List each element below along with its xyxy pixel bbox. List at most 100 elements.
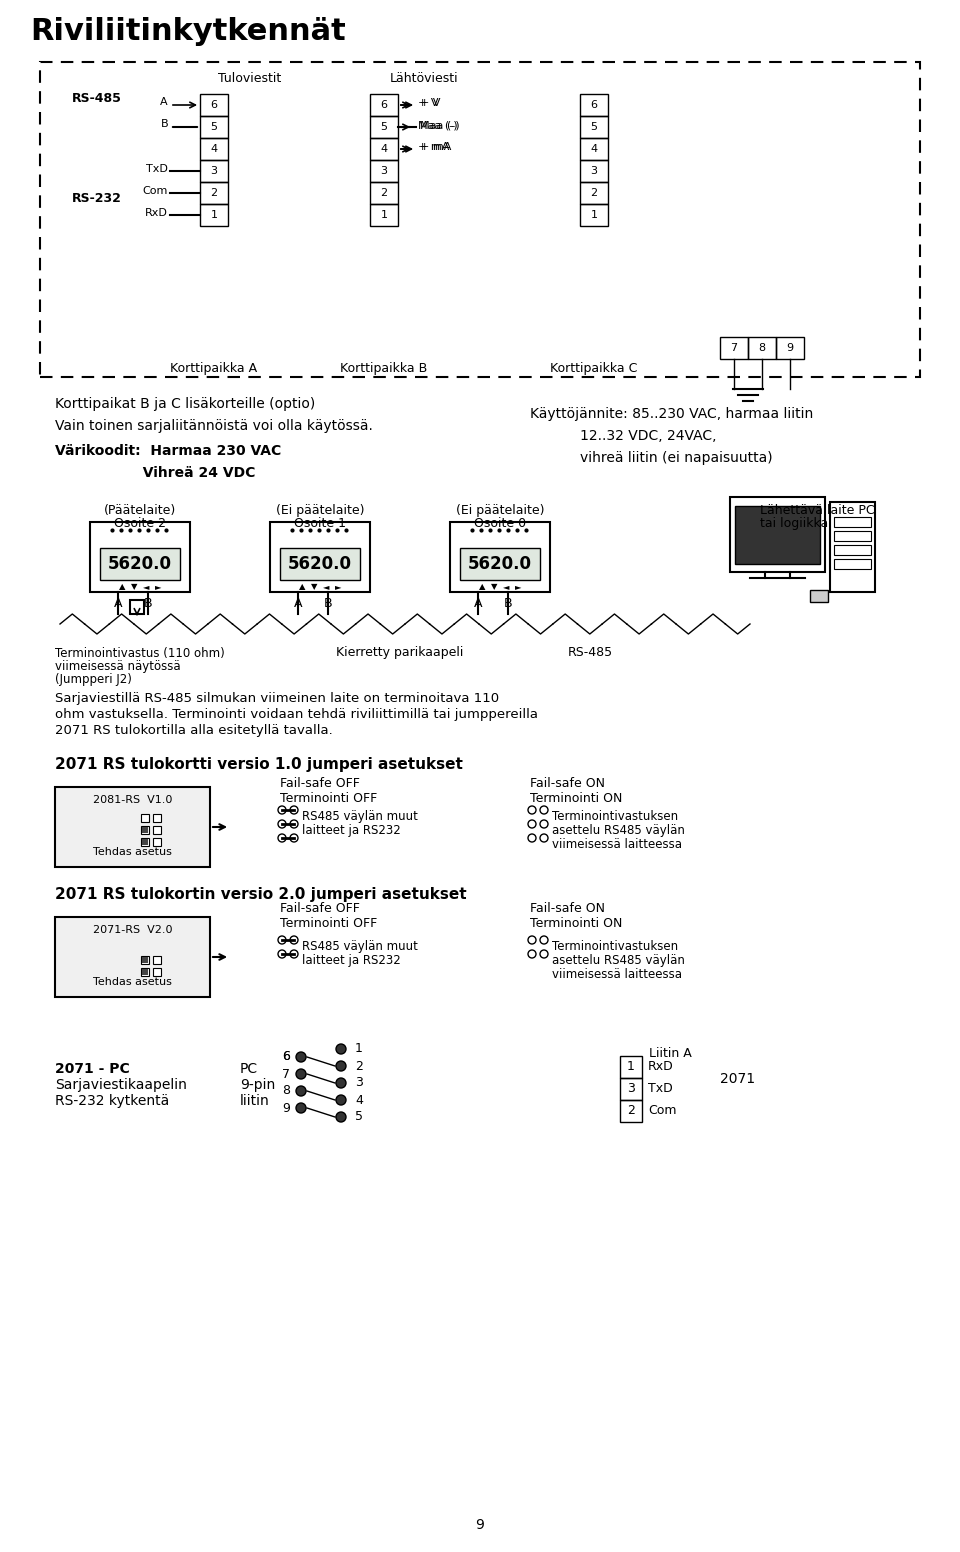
Text: 2: 2 (590, 188, 597, 199)
Circle shape (336, 1096, 346, 1105)
Text: laitteet ja RS232: laitteet ja RS232 (302, 954, 400, 967)
Bar (55, 917, 210, 996)
Text: 9: 9 (475, 1518, 485, 1532)
Text: Korttipaikka A: Korttipaikka A (171, 362, 257, 376)
Text: 5620.0: 5620.0 (288, 556, 352, 573)
Text: ▼: ▼ (491, 582, 497, 591)
Text: 6: 6 (590, 99, 597, 110)
Text: Terminointi ON: Terminointi ON (530, 792, 622, 805)
Text: RS485 väylän muut: RS485 väylän muut (302, 810, 418, 823)
Bar (200, 182, 228, 203)
Text: Com: Com (143, 186, 168, 196)
Text: Osoite 1: Osoite 1 (294, 517, 346, 529)
Text: 12..32 VDC, 24VAC,: 12..32 VDC, 24VAC, (580, 428, 716, 442)
Text: 8: 8 (282, 1085, 290, 1097)
Circle shape (528, 833, 536, 843)
Text: 5: 5 (380, 123, 388, 132)
Text: 7: 7 (282, 1068, 290, 1080)
Text: TxD: TxD (146, 165, 168, 174)
Text: asettelu RS485 väylän: asettelu RS485 väylän (552, 954, 684, 967)
Text: 3: 3 (210, 166, 218, 175)
Text: 2071 RS tulokortin versio 2.0 jumperi asetukset: 2071 RS tulokortin versio 2.0 jumperi as… (55, 888, 467, 902)
Text: ◄: ◄ (323, 582, 329, 591)
Text: Com: Com (648, 1105, 677, 1117)
Text: viimeisessä laitteessa: viimeisessä laitteessa (552, 968, 682, 981)
Text: ▲: ▲ (119, 582, 125, 591)
Text: 4: 4 (380, 144, 388, 154)
Bar (153, 826, 161, 833)
Bar (40, 62, 920, 377)
Bar (130, 601, 144, 615)
Bar (141, 956, 149, 964)
Text: Sarjaviestikaapelin: Sarjaviestikaapelin (55, 1079, 187, 1093)
Text: Riviliitinkytkennät: Riviliitinkytkennät (30, 17, 346, 47)
Text: Terminointivastus (110 ohm): Terminointivastus (110 ohm) (55, 647, 225, 660)
Text: 1: 1 (590, 210, 597, 220)
Bar (834, 531, 871, 542)
Text: ▲: ▲ (299, 582, 305, 591)
Text: B: B (160, 120, 168, 129)
Text: 2071: 2071 (720, 1072, 756, 1086)
Text: 5: 5 (210, 123, 218, 132)
Bar (720, 337, 748, 359)
Circle shape (290, 805, 298, 813)
Bar (55, 787, 210, 868)
Bar (620, 1055, 642, 1079)
Text: 3: 3 (590, 166, 597, 175)
Text: 3: 3 (627, 1082, 635, 1096)
Text: 7: 7 (731, 343, 737, 352)
Text: 9-pin: 9-pin (240, 1079, 276, 1093)
Bar (141, 968, 149, 976)
Text: 8: 8 (758, 343, 765, 352)
Text: Fail-safe OFF: Fail-safe OFF (280, 778, 360, 790)
Bar (200, 203, 228, 227)
Text: 2081-RS  V1.0: 2081-RS V1.0 (93, 795, 172, 805)
Bar (200, 95, 228, 116)
Text: 5620.0: 5620.0 (468, 556, 532, 573)
Text: 2071-RS  V2.0: 2071-RS V2.0 (93, 925, 172, 934)
Circle shape (528, 819, 536, 829)
Bar (620, 1079, 642, 1100)
Text: Lähtöviesti: Lähtöviesti (390, 71, 459, 85)
Bar (580, 138, 608, 160)
Bar (748, 337, 776, 359)
Text: PC: PC (240, 1062, 258, 1076)
Circle shape (540, 950, 548, 958)
Text: TxD: TxD (648, 1082, 673, 1096)
Circle shape (290, 950, 298, 958)
Circle shape (540, 805, 548, 813)
Text: Terminointivastuksen: Terminointivastuksen (552, 810, 678, 823)
Text: 6: 6 (282, 1051, 290, 1063)
Text: A: A (160, 96, 168, 107)
Text: Osoite 2: Osoite 2 (114, 517, 166, 529)
Text: + V: + V (418, 98, 439, 109)
Text: Korttipaikka C: Korttipaikka C (550, 362, 637, 376)
Bar (153, 956, 161, 964)
Circle shape (540, 936, 548, 944)
Text: 1: 1 (210, 210, 218, 220)
Bar (142, 827, 148, 833)
Bar (90, 521, 190, 591)
Text: + mA: + mA (420, 141, 451, 152)
Bar (200, 138, 228, 160)
Bar (153, 838, 161, 846)
Text: 4: 4 (590, 144, 597, 154)
Text: Sarjaviestillä RS-485 silmukan viimeinen laite on terminoitava 110: Sarjaviestillä RS-485 silmukan viimeinen… (55, 692, 499, 705)
Text: 2: 2 (627, 1105, 635, 1117)
Bar (580, 182, 608, 203)
Text: Vihreä 24 VDC: Vihreä 24 VDC (55, 466, 255, 480)
Text: Fail-safe ON: Fail-safe ON (530, 902, 605, 916)
Text: (Ei päätelaite): (Ei päätelaite) (456, 504, 544, 517)
Text: viimeisessä näytössä: viimeisessä näytössä (55, 660, 180, 674)
Bar (735, 506, 820, 563)
Text: 9: 9 (282, 1102, 290, 1114)
Text: (Jumpperi J2): (Jumpperi J2) (55, 674, 132, 686)
Text: B: B (504, 598, 513, 610)
Text: Käyttöjännite: 85..230 VAC, harmaa liitin: Käyttöjännite: 85..230 VAC, harmaa liiti… (530, 407, 813, 421)
Bar (142, 840, 148, 844)
Text: RxD: RxD (648, 1060, 674, 1074)
Circle shape (296, 1103, 306, 1113)
Bar (834, 545, 871, 556)
Bar (370, 95, 398, 116)
Text: ►: ► (155, 582, 161, 591)
